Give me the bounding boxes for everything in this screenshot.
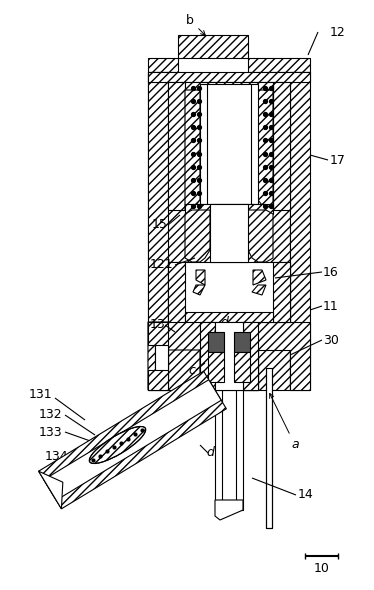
Polygon shape <box>185 204 273 214</box>
Bar <box>208 352 224 382</box>
Polygon shape <box>39 471 63 509</box>
Text: 121: 121 <box>150 258 174 271</box>
Polygon shape <box>200 322 215 390</box>
Text: 17: 17 <box>330 153 346 166</box>
Bar <box>185 84 273 210</box>
Text: 11: 11 <box>323 300 339 313</box>
Polygon shape <box>39 371 226 509</box>
Text: c: c <box>188 363 196 376</box>
Text: d: d <box>215 316 228 333</box>
Text: c: c <box>114 438 122 451</box>
Polygon shape <box>248 210 273 262</box>
Polygon shape <box>258 90 273 210</box>
Polygon shape <box>168 82 290 210</box>
Polygon shape <box>243 322 310 390</box>
Polygon shape <box>44 380 221 500</box>
Bar <box>178 35 248 58</box>
Bar <box>200 84 258 204</box>
Polygon shape <box>148 322 168 390</box>
Polygon shape <box>185 82 273 90</box>
Text: b: b <box>186 14 205 35</box>
Text: 10: 10 <box>314 562 330 575</box>
Polygon shape <box>243 350 258 390</box>
Ellipse shape <box>89 427 146 464</box>
Polygon shape <box>200 350 215 390</box>
Polygon shape <box>215 500 243 520</box>
Text: d: d <box>206 447 214 460</box>
Polygon shape <box>253 270 266 285</box>
Bar <box>210 204 248 262</box>
Text: 12: 12 <box>330 25 346 38</box>
Bar <box>266 368 272 528</box>
Bar <box>234 332 250 352</box>
Text: 13: 13 <box>150 319 166 332</box>
Bar <box>168 262 290 322</box>
Polygon shape <box>252 285 266 295</box>
Text: 131: 131 <box>28 388 52 402</box>
Bar <box>234 352 250 382</box>
Bar <box>208 332 224 352</box>
Polygon shape <box>168 82 185 210</box>
Polygon shape <box>185 210 210 262</box>
Text: 16: 16 <box>323 266 339 278</box>
Polygon shape <box>148 72 310 82</box>
Polygon shape <box>273 82 290 210</box>
Text: 134: 134 <box>45 450 68 463</box>
Polygon shape <box>193 285 205 295</box>
Polygon shape <box>148 72 168 390</box>
Polygon shape <box>248 58 310 72</box>
Bar <box>215 390 243 510</box>
Polygon shape <box>148 72 290 390</box>
Polygon shape <box>196 270 205 285</box>
Text: a: a <box>270 394 299 451</box>
Polygon shape <box>243 322 258 390</box>
Bar <box>215 322 243 390</box>
Text: 133: 133 <box>39 425 62 438</box>
Text: 14: 14 <box>298 489 314 502</box>
Polygon shape <box>148 58 178 72</box>
Text: 15: 15 <box>152 218 168 231</box>
Polygon shape <box>148 322 215 390</box>
Polygon shape <box>168 262 185 322</box>
Text: 30: 30 <box>323 333 339 346</box>
Polygon shape <box>185 90 200 210</box>
Bar <box>155 345 168 370</box>
Text: 132: 132 <box>39 408 62 421</box>
Polygon shape <box>273 262 290 322</box>
Polygon shape <box>185 312 273 322</box>
Polygon shape <box>290 72 310 390</box>
